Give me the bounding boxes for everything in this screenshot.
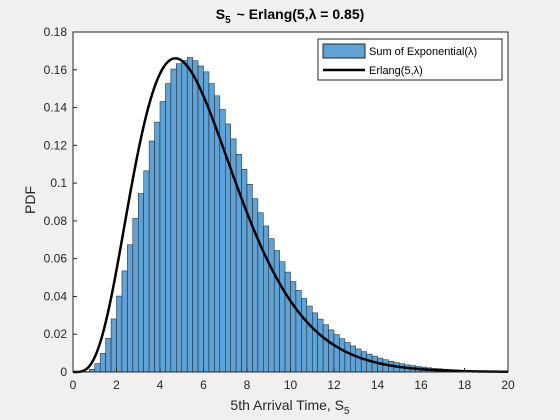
histogram-bar (290, 281, 297, 373)
chart-title: S5 ~ Erlang(5,λ = 0.85) (216, 6, 365, 26)
histogram-bar (252, 198, 259, 373)
y-tick-label: 0.08 (44, 214, 68, 228)
x-axis-ticks: 0 2 4 6 8 10 12 14 16 18 20 (70, 368, 515, 392)
title-main: S (216, 6, 225, 22)
histogram-bar (322, 324, 329, 373)
histogram-bar (197, 65, 204, 373)
histogram-bar (186, 57, 193, 373)
histogram-bar (192, 60, 199, 373)
y-tick-label: 0.18 (44, 25, 68, 39)
histogram-bar (339, 338, 346, 373)
histogram-bar (116, 295, 123, 373)
title-subscript: 5 (225, 15, 231, 26)
x-tick-label: 10 (284, 378, 298, 392)
histogram-bar (306, 305, 313, 373)
histogram-bar (138, 193, 144, 373)
histogram-bar (333, 334, 340, 373)
x-tick-label: 18 (458, 378, 472, 392)
legend-label-pdf: Erlang(5,λ) (369, 65, 423, 77)
histogram-bar (170, 68, 177, 373)
x-tick-label: 12 (327, 378, 341, 392)
histogram-bar (317, 318, 324, 373)
x-axis-label-main: 5th Arrival Time, S (230, 397, 344, 413)
histogram-bar (344, 342, 351, 373)
histogram-bar (355, 348, 362, 373)
histogram-bar (143, 170, 150, 373)
histogram-bar (208, 83, 215, 373)
y-tick-label: 0.12 (44, 138, 68, 152)
y-axis-ticks: 0 0.02 0.04 0.06 0.08 0.1 0.12 0.14 0.16 0.18 (44, 25, 77, 379)
x-tick-label: 4 (157, 378, 164, 392)
x-tick-label: 8 (244, 378, 251, 392)
y-tick-label: 0.1 (50, 176, 67, 190)
legend-swatch-histogram (322, 43, 366, 59)
x-tick-label: 14 (371, 378, 385, 392)
histogram-bar (121, 270, 128, 373)
y-tick-label: 0.06 (44, 252, 68, 266)
histogram-bar (110, 318, 117, 373)
histogram-bar (176, 63, 182, 373)
histogram-bar (350, 345, 356, 373)
histogram-bar (94, 363, 101, 373)
histogram-bar (99, 353, 106, 373)
histogram-bar (328, 329, 335, 373)
histogram-bar (268, 238, 275, 373)
x-tick-label: 2 (113, 378, 120, 392)
x-axis-label-subscript: 5 (344, 406, 350, 417)
histogram-bar (273, 250, 280, 373)
histogram-bar (165, 83, 172, 373)
histogram-bar (257, 212, 264, 373)
histogram-bar (154, 121, 161, 373)
histogram-bar (181, 60, 188, 373)
x-tick-label: 16 (414, 378, 428, 392)
histogram-bar (360, 351, 367, 373)
y-tick-label: 0.14 (44, 101, 68, 115)
histogram-bar (148, 140, 155, 373)
histogram-bar (132, 218, 139, 373)
y-tick-label: 0.02 (44, 327, 68, 341)
x-tick-label: 0 (70, 378, 77, 392)
histogram-bar (366, 353, 373, 373)
histogram-bar (203, 71, 210, 373)
y-tick-label: 0 (60, 365, 67, 379)
histogram-bar (312, 312, 318, 373)
histogram-bar (301, 298, 308, 373)
histogram-bar (279, 261, 286, 373)
histogram-bar (295, 290, 302, 373)
histogram-bar (284, 271, 291, 373)
erlang-pdf-curve (73, 57, 509, 374)
y-tick-label: 0.16 (44, 63, 68, 77)
y-tick-label: 0.04 (44, 289, 68, 303)
x-tick-label: 20 (501, 378, 515, 392)
histogram-bar (105, 338, 112, 373)
legend-label-histogram: Sum of Exponential(λ) (369, 46, 477, 58)
histogram-bar (127, 244, 134, 373)
x-tick-label: 6 (200, 378, 207, 392)
histogram-bar (371, 355, 378, 373)
legend: Sum of Exponential(λ) Erlang(5,λ) (317, 38, 503, 81)
histogram-bar (263, 225, 269, 373)
title-rest: ~ Erlang(5,λ = 0.85) (237, 6, 365, 22)
x-axis-label: 5th Arrival Time, S5 (230, 397, 350, 417)
histogram-bar (159, 101, 166, 373)
y-axis-label: PDF (22, 186, 38, 214)
